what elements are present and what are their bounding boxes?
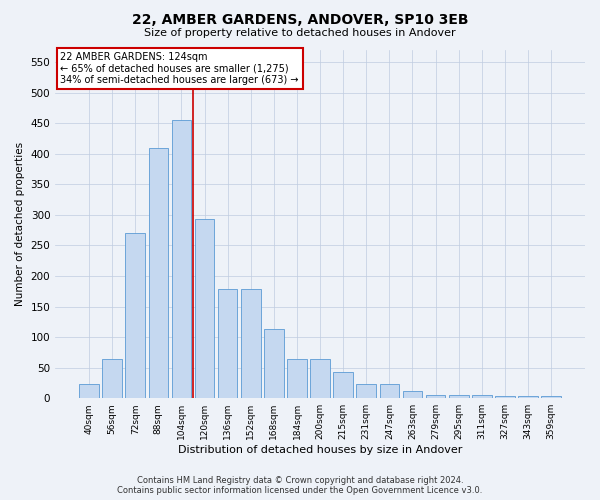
Text: 22, AMBER GARDENS, ANDOVER, SP10 3EB: 22, AMBER GARDENS, ANDOVER, SP10 3EB (132, 12, 468, 26)
Text: 22 AMBER GARDENS: 124sqm
← 65% of detached houses are smaller (1,275)
34% of sem: 22 AMBER GARDENS: 124sqm ← 65% of detach… (61, 52, 299, 85)
Bar (380, 384, 399, 398)
Bar (149, 148, 168, 398)
Bar (334, 372, 353, 398)
Bar (472, 394, 491, 398)
Bar (103, 358, 122, 398)
Bar (403, 391, 422, 398)
Y-axis label: Number of detached properties: Number of detached properties (15, 142, 25, 306)
Text: Size of property relative to detached houses in Andover: Size of property relative to detached ho… (144, 28, 456, 38)
Bar (495, 396, 515, 398)
Bar (310, 358, 330, 398)
Bar (172, 120, 191, 398)
Bar (241, 290, 260, 398)
Bar (218, 290, 238, 398)
Bar (287, 358, 307, 398)
Bar (518, 396, 538, 398)
Bar (79, 384, 99, 398)
Bar (541, 396, 561, 398)
X-axis label: Distribution of detached houses by size in Andover: Distribution of detached houses by size … (178, 445, 462, 455)
Bar (356, 384, 376, 398)
Bar (426, 394, 445, 398)
Bar (264, 329, 284, 398)
Bar (449, 394, 469, 398)
Bar (195, 219, 214, 398)
Bar (125, 234, 145, 398)
Text: Contains HM Land Registry data © Crown copyright and database right 2024.
Contai: Contains HM Land Registry data © Crown c… (118, 476, 482, 495)
